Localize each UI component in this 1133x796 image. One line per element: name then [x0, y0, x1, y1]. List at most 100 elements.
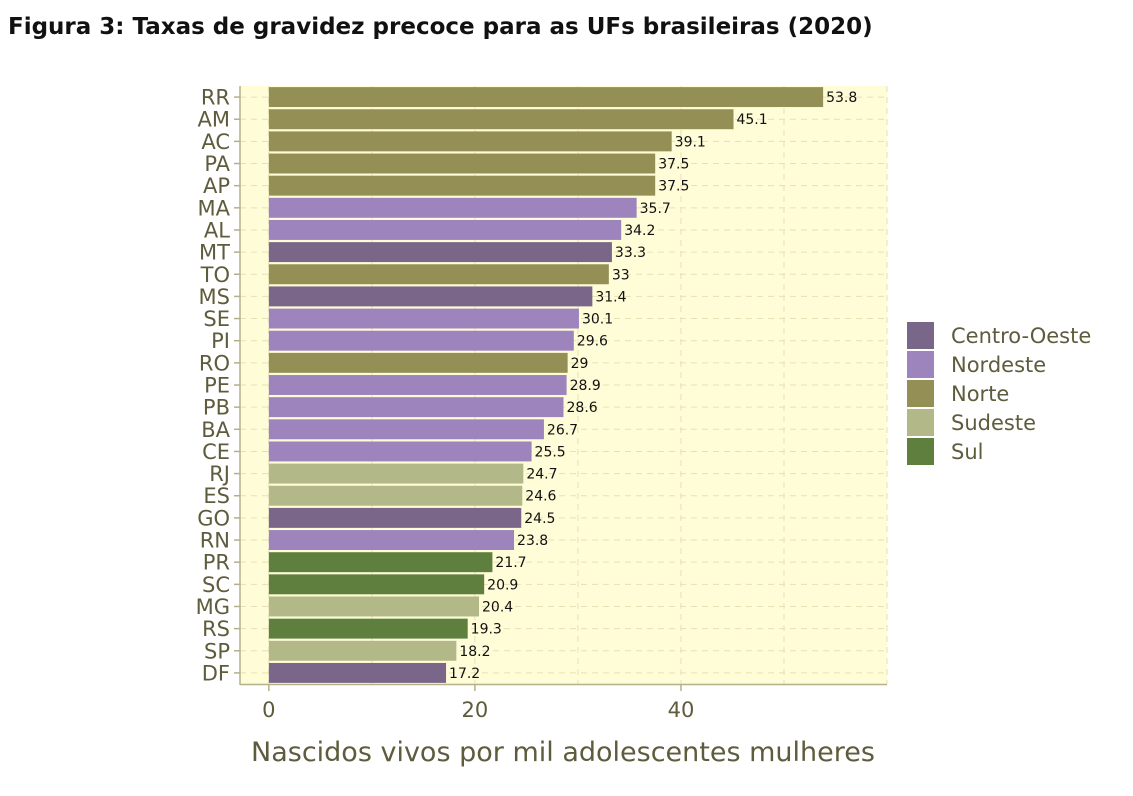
bars: [268, 87, 824, 683]
legend-label-Norte: Norte: [951, 382, 1009, 406]
bar-MA: [268, 197, 637, 218]
value-label-TO: 33: [612, 267, 630, 283]
y-tick-MA: MA: [198, 196, 231, 220]
legend-key-Centro-Oeste: [907, 322, 934, 349]
value-label-AM: 45.1: [736, 112, 767, 128]
y-tick-AP: AP: [203, 174, 230, 198]
value-label-ES: 24.6: [525, 489, 556, 505]
bar-PI: [268, 330, 574, 351]
y-tick-RO: RO: [199, 351, 230, 375]
y-tick-RJ: RJ: [209, 462, 230, 486]
y-tick-BA: BA: [201, 418, 230, 442]
value-label-SC: 20.9: [487, 577, 518, 593]
y-tick-SP: SP: [204, 639, 230, 663]
value-label-MT: 33.3: [615, 245, 646, 261]
value-label-RS: 19.3: [471, 622, 502, 638]
y-tick-SC: SC: [202, 573, 230, 597]
y-tick-TO: TO: [200, 263, 230, 287]
legend-label-Sul: Sul: [951, 440, 983, 464]
bar-MG: [268, 596, 480, 617]
value-label-RR: 53.8: [826, 90, 857, 106]
y-tick-RR: RR: [201, 86, 230, 110]
bar-PR: [268, 552, 493, 573]
bar-PB: [268, 397, 564, 418]
value-label-BA: 26.7: [547, 422, 578, 438]
value-label-PE: 28.9: [570, 378, 601, 394]
bar-RJ: [268, 463, 524, 484]
y-tick-PI: PI: [211, 329, 230, 353]
legend-key-Sudeste: [907, 409, 934, 436]
y-tick-AM: AM: [198, 108, 230, 132]
bar-MT: [268, 242, 612, 263]
legend: Centro-Oeste Nordeste Norte Sudeste Sul: [907, 322, 1091, 465]
bar-RR: [268, 87, 824, 108]
value-label-RO: 29: [571, 356, 589, 372]
legend-key-Sul: [907, 438, 934, 465]
value-label-CE: 25.5: [535, 444, 566, 460]
legend-key-Nordeste: [907, 351, 934, 378]
bar-SE: [268, 308, 579, 329]
bar-RN: [268, 530, 515, 551]
value-label-MA: 35.7: [640, 201, 671, 217]
y-tick-RN: RN: [200, 529, 230, 553]
value-label-PI: 29.6: [577, 334, 608, 350]
y-tick-GO: GO: [197, 506, 230, 530]
legend-label-Nordeste: Nordeste: [951, 353, 1046, 377]
value-label-PA: 37.5: [658, 157, 689, 173]
value-label-MS: 31.4: [595, 289, 626, 305]
y-tick-PA: PA: [204, 152, 230, 176]
figure-title: Figura 3: Taxas de gravidez precoce para…: [8, 14, 873, 40]
value-label-AP: 37.5: [658, 179, 689, 195]
value-label-DF: 17.2: [449, 666, 480, 682]
x-tick-20: 20: [462, 698, 489, 722]
x-tick-labels: 0 20 40: [262, 684, 694, 722]
value-labels: 53.8 45.1 39.1 37.5 37.5 35.7 34.2 33.3 33 31.4 30…: [449, 90, 857, 682]
y-tick-DF: DF: [202, 661, 230, 685]
x-tick-0: 0: [262, 698, 275, 722]
y-tick-PB: PB: [203, 396, 230, 420]
value-label-AL: 34.2: [624, 223, 655, 239]
y-tick-MS: MS: [199, 285, 230, 309]
bar-AM: [268, 109, 734, 130]
bar-SC: [268, 574, 485, 595]
value-label-PB: 28.6: [567, 400, 598, 416]
bar-DF: [268, 662, 447, 683]
y-tick-MT: MT: [199, 241, 230, 265]
value-label-SE: 30.1: [582, 312, 613, 328]
bar-SP: [268, 640, 457, 661]
bar-GO: [268, 507, 522, 528]
bar-AP: [268, 175, 656, 196]
y-tick-labels: RRAMACPAAPMAALMTTOMSSEPIROPEPBBACERJESGO…: [196, 86, 240, 685]
legend-label-Centro-Oeste: Centro-Oeste: [951, 324, 1091, 348]
y-tick-SE: SE: [203, 307, 230, 331]
y-tick-AC: AC: [201, 130, 230, 154]
bar-RS: [268, 618, 468, 639]
value-label-RJ: 24.7: [526, 467, 557, 483]
bar-AL: [268, 219, 622, 240]
bar-TO: [268, 264, 609, 285]
bar-CE: [268, 441, 532, 462]
x-axis-label: Nascidos vivos por mil adolescentes mulh…: [251, 737, 875, 768]
legend-label-Sudeste: Sudeste: [951, 411, 1036, 435]
bar-PE: [268, 375, 567, 395]
bar-RO: [268, 352, 568, 373]
y-tick-PE: PE: [204, 374, 230, 398]
y-tick-ES: ES: [203, 484, 230, 508]
x-tick-40: 40: [668, 698, 695, 722]
y-tick-PR: PR: [203, 551, 230, 575]
legend-key-Norte: [907, 380, 934, 407]
value-label-AC: 39.1: [675, 134, 706, 150]
y-tick-AL: AL: [204, 218, 230, 242]
bar-ES: [268, 485, 523, 506]
value-label-RN: 23.8: [517, 533, 548, 549]
value-label-PR: 21.7: [495, 555, 526, 571]
bar-MS: [268, 286, 593, 307]
y-tick-MG: MG: [196, 595, 230, 619]
y-tick-RS: RS: [202, 617, 230, 641]
value-label-GO: 24.5: [524, 511, 555, 527]
bar-BA: [268, 419, 544, 440]
value-label-MG: 20.4: [482, 599, 513, 615]
bar-PA: [268, 153, 656, 174]
value-label-SP: 18.2: [459, 644, 490, 660]
